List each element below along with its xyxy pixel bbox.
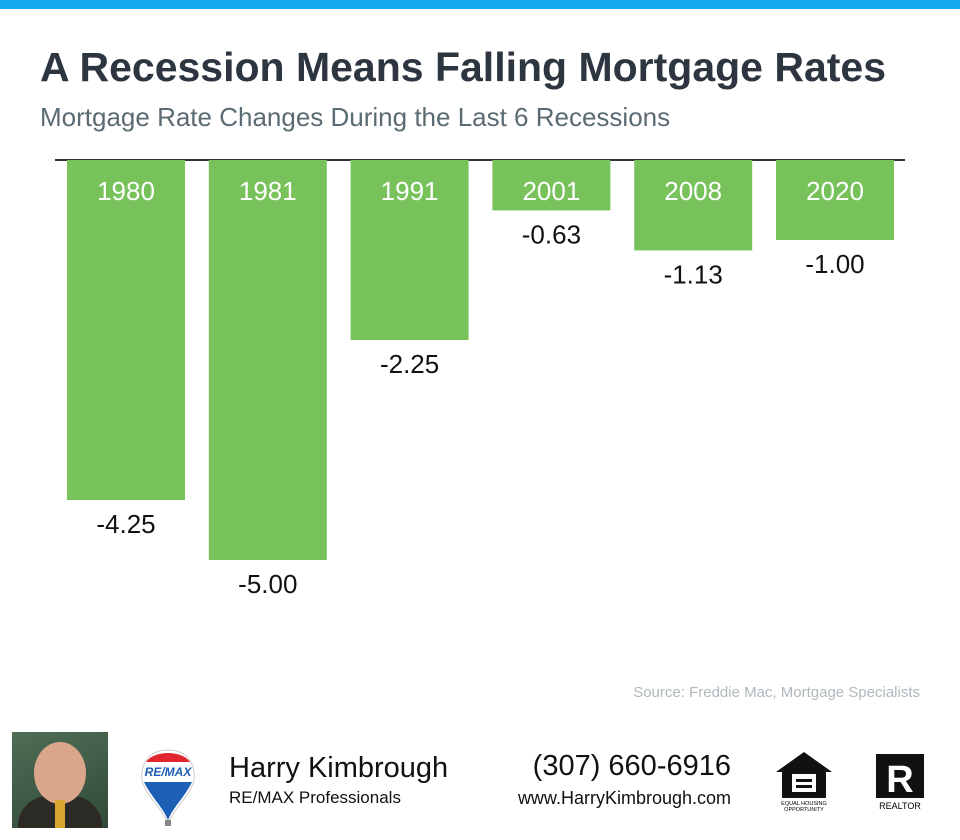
svg-text:EQUAL HOUSING: EQUAL HOUSING [781, 801, 827, 807]
category-label: 1981 [239, 176, 297, 206]
value-label: -1.00 [805, 249, 864, 279]
value-label: -5.00 [238, 569, 297, 599]
agent-name: Harry Kimbrough [229, 752, 449, 784]
bar-2008 [634, 160, 753, 251]
category-label: 1991 [381, 176, 439, 206]
realtor-icon: R REALTOR [876, 754, 924, 811]
source-note: Source: Freddie Mac, Mortgage Specialist… [633, 684, 920, 701]
category-label: 2001 [522, 176, 580, 206]
bar-1981 [208, 160, 327, 560]
svg-text:R: R [886, 759, 913, 801]
agent-company: RE/MAX Professionals [229, 788, 401, 807]
agent-phone[interactable]: (307) 660-6916 [532, 750, 731, 782]
bar-1991 [350, 160, 469, 340]
category-label: 1980 [97, 176, 155, 206]
svg-text:REALTOR: REALTOR [879, 801, 921, 811]
value-label: -1.13 [664, 259, 723, 289]
svg-text:RE/MAX: RE/MAX [145, 765, 193, 779]
category-label: 2020 [806, 176, 864, 206]
remax-balloon-logo: RE/MAX [141, 749, 195, 826]
page-title: A Recession Means Falling Mortgage Rates [40, 44, 887, 90]
agent-photo [12, 732, 108, 828]
value-label: -4.25 [96, 509, 155, 539]
equal-housing-icon: EQUAL HOUSING OPPORTUNITY [776, 752, 832, 812]
page-subtitle: Mortgage Rate Changes During the Last 6 … [40, 102, 671, 132]
category-label: 2008 [664, 176, 722, 206]
svg-text:OPPORTUNITY: OPPORTUNITY [784, 807, 824, 812]
value-label: -2.25 [380, 349, 439, 379]
bar-2001 [492, 160, 611, 211]
bar-1980 [67, 160, 185, 500]
bar-2020 [776, 160, 894, 240]
value-label: -0.63 [522, 219, 581, 249]
agent-website[interactable]: www.HarryKimbrough.com [517, 788, 731, 808]
top-accent-bar [0, 0, 960, 9]
bar-chart: 1980 -4.25 1981 -5.00 1991 -2.25 2001 -0.63 2008… [55, 159, 905, 599]
